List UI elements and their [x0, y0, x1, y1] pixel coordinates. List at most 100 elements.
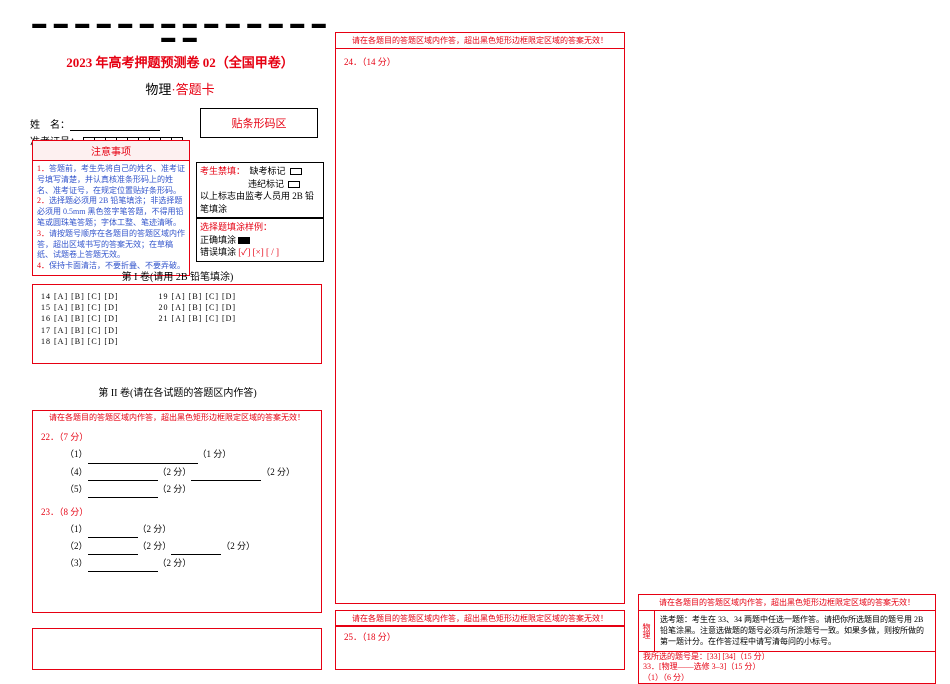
mc-row[interactable]: 14 [A] [B] [C] [D] — [41, 291, 119, 302]
main-title: 2023 年高考押题预测卷 02（全国甲卷） — [30, 52, 330, 71]
sub-label: （4） — [65, 467, 88, 477]
mc-opts[interactable]: [A] [B] [C] [D] — [172, 292, 237, 301]
blank[interactable] — [88, 488, 158, 498]
wrong-label: 错误填涂 — [200, 247, 236, 257]
answer-box-1: 请在各题目的答题区域内作答，超出黑色矩形边框限定区域的答案无效！ 22．（7 分… — [32, 410, 322, 613]
pts: （1 分） — [198, 449, 232, 459]
right-below-1: 我所选的题号是：[33] [34]（15 分） — [643, 652, 931, 662]
mc-opts[interactable]: [A] [B] [C] [D] — [54, 314, 119, 323]
notice-title: 注意事项 — [33, 141, 189, 161]
subject-text: 物理 — [145, 82, 171, 97]
q23-pts: （8 分） — [59, 507, 88, 517]
answer-empty-box[interactable] — [32, 628, 322, 670]
mc-col-left: 14 [A] [B] [C] [D] 15 [A] [B] [C] [D] 16… — [41, 291, 119, 347]
mc-row[interactable]: 16 [A] [B] [C] [D] — [41, 313, 119, 324]
example-title: 选择题填涂样例： — [200, 221, 320, 234]
pts: （2 分） — [158, 484, 192, 494]
blank[interactable] — [88, 471, 158, 481]
q25-pts: （18 分） — [362, 632, 396, 642]
blank[interactable] — [171, 545, 221, 555]
sub-label: （3） — [65, 558, 88, 568]
sub-label: （2） — [65, 541, 88, 551]
mc-row[interactable]: 20 [A] [B] [C] [D] — [159, 302, 237, 313]
pts: （2 分） — [261, 467, 295, 477]
q24-box[interactable]: 24．（14 分） — [335, 48, 625, 604]
section2-title: 第 II 卷(请在各试题的答题区内作答) — [30, 384, 325, 399]
sub-label: （1） — [65, 524, 88, 534]
mc-col-right: 19 [A] [B] [C] [D] 20 [A] [B] [C] [D] 21… — [159, 291, 237, 347]
mc-row[interactable]: 15 [A] [B] [C] [D] — [41, 302, 119, 313]
q-num: 17 — [41, 326, 51, 335]
restrict-label: 考生禁填： — [200, 166, 241, 176]
pts: （2 分） — [158, 558, 192, 568]
name-label: 姓 名： — [30, 120, 70, 131]
wrong-marks: [✓] [×] [ / ] — [238, 247, 279, 257]
answer-header: 请在各题目的答题区域内作答，超出黑色矩形边框限定区域的答案无效！ — [33, 411, 321, 425]
notice-text: 请按题号顺序在各题目的答题区域内作答，超出区域书写的答案无效；在草稿纸、试题卷上… — [37, 229, 185, 260]
miss-label: 缺考标记 — [250, 166, 286, 176]
mid-header: 请在各题目的答题区域内作答，超出黑色矩形边框限定区域的答案无效！ — [335, 32, 625, 49]
filled-box-icon — [238, 237, 250, 244]
blank[interactable] — [88, 454, 198, 464]
subtitle: 物理·答题卡 — [30, 79, 330, 98]
q-num: 14 — [41, 292, 51, 301]
right-below-3: （1）（6 分） — [643, 673, 931, 683]
right-box: 物理 选考题：考生在 33、34 两题中任选一题作答。请把你所选题目的题号用 2… — [638, 610, 936, 652]
notice-text: 选择题必须用 2B 铅笔填涂；非选择题必须用 0.5mm 黑色签字笔答题，不得用… — [37, 196, 183, 227]
mc-opts[interactable]: [A] [B] [C] [D] — [54, 337, 119, 346]
pts: （2 分） — [138, 541, 172, 551]
notice-num: 3． — [37, 229, 49, 238]
pts: （2 分） — [138, 524, 172, 534]
notice-body: 1．答题前，考生先将自己的姓名、准考证号填写清楚，并认真核准条形码上的姓名、准考… — [33, 161, 189, 275]
right-vertical-label: 物理 — [639, 611, 655, 651]
blank[interactable] — [191, 471, 261, 481]
q25-num: 25． — [344, 632, 362, 642]
right-header: 请在各题目的答题区域内作答，超出黑色矩形边框限定区域的答案无效！ — [638, 594, 936, 611]
mc-row[interactable]: 19 [A] [B] [C] [D] — [159, 291, 237, 302]
exam-restrict-box: 考生禁填： 缺考标记 违纪标记 以上标志由监考人员用 2B 铅笔填涂 — [196, 162, 324, 218]
q-num: 20 — [159, 303, 169, 312]
mc-row[interactable]: 17 [A] [B] [C] [D] — [41, 325, 119, 336]
notice-box: 注意事项 1．答题前，考生先将自己的姓名、准考证号填写清楚，并认真核准条形码上的… — [32, 140, 190, 276]
mc-opts[interactable]: [A] [B] [C] [D] — [54, 303, 119, 312]
q-num: 18 — [41, 337, 51, 346]
right-below[interactable]: 我所选的题号是：[33] [34]（15 分） 33．[物理——选修 3–3]（… — [638, 650, 936, 684]
notice-text: 答题前，考生先将自己的姓名、准考证号填写清楚，并认真核准条形码上的姓名、准考证号… — [37, 164, 185, 195]
sub-label: （5） — [65, 484, 88, 494]
name-underline[interactable] — [70, 121, 160, 131]
mc-opts[interactable]: [A] [B] [C] [D] — [172, 303, 237, 312]
miss-checkbox[interactable] — [290, 168, 302, 175]
blank[interactable] — [88, 545, 138, 555]
q22-num: 22． — [41, 432, 59, 442]
q24-pts: （14 分） — [362, 57, 396, 67]
q-num: 15 — [41, 303, 51, 312]
sub-label: （1） — [65, 449, 88, 459]
section1-title: 第 I 卷(请用 2B 铅笔填涂) — [30, 268, 325, 283]
top-dashes: ▬ ▬ ▬ ▬ ▬ ▬ ▬ ▬ ▬ ▬ ▬ ▬ ▬ ▬ ▬ ▬ — [30, 18, 330, 46]
q23-num: 23． — [41, 507, 59, 517]
q22-pts: （7 分） — [59, 432, 88, 442]
right-body: 选考题：考生在 33、34 两题中任选一题作答。请把你所选题目的题号用 2B 铅… — [655, 611, 935, 651]
q-num: 19 — [159, 292, 169, 301]
q25-box[interactable]: 25．（18 分） — [335, 625, 625, 670]
answer-body[interactable]: 22．（7 分） （1） （1 分） （4） （2 分） （2 分） （5） （2 分）… — [33, 425, 321, 612]
mc-row[interactable]: 18 [A] [B] [C] [D] — [41, 336, 119, 347]
pts: （2 分） — [221, 541, 255, 551]
card-text: ·答题卡 — [171, 82, 214, 97]
notice-num: 2． — [37, 196, 49, 205]
notice-num: 1． — [37, 164, 49, 173]
q-num: 16 — [41, 314, 51, 323]
mc-row[interactable]: 21 [A] [B] [C] [D] — [159, 313, 237, 324]
viol-label: 违纪标记 — [248, 179, 284, 189]
mc-opts[interactable]: [A] [B] [C] [D] — [172, 314, 237, 323]
q24-num: 24． — [344, 57, 362, 67]
q-num: 21 — [159, 314, 169, 323]
viol-checkbox[interactable] — [288, 181, 300, 188]
mc-opts[interactable]: [A] [B] [C] [D] — [54, 326, 119, 335]
mc-opts[interactable]: [A] [B] [C] [D] — [54, 292, 119, 301]
restrict-bottom: 以上标志由监考人员用 2B 铅笔填涂 — [200, 190, 320, 215]
pts: （2 分） — [158, 467, 192, 477]
blank[interactable] — [88, 528, 138, 538]
blank[interactable] — [88, 562, 158, 572]
fill-example-box: 选择题填涂样例： 正确填涂 错误填涂 [✓] [×] [ / ] — [196, 218, 324, 262]
